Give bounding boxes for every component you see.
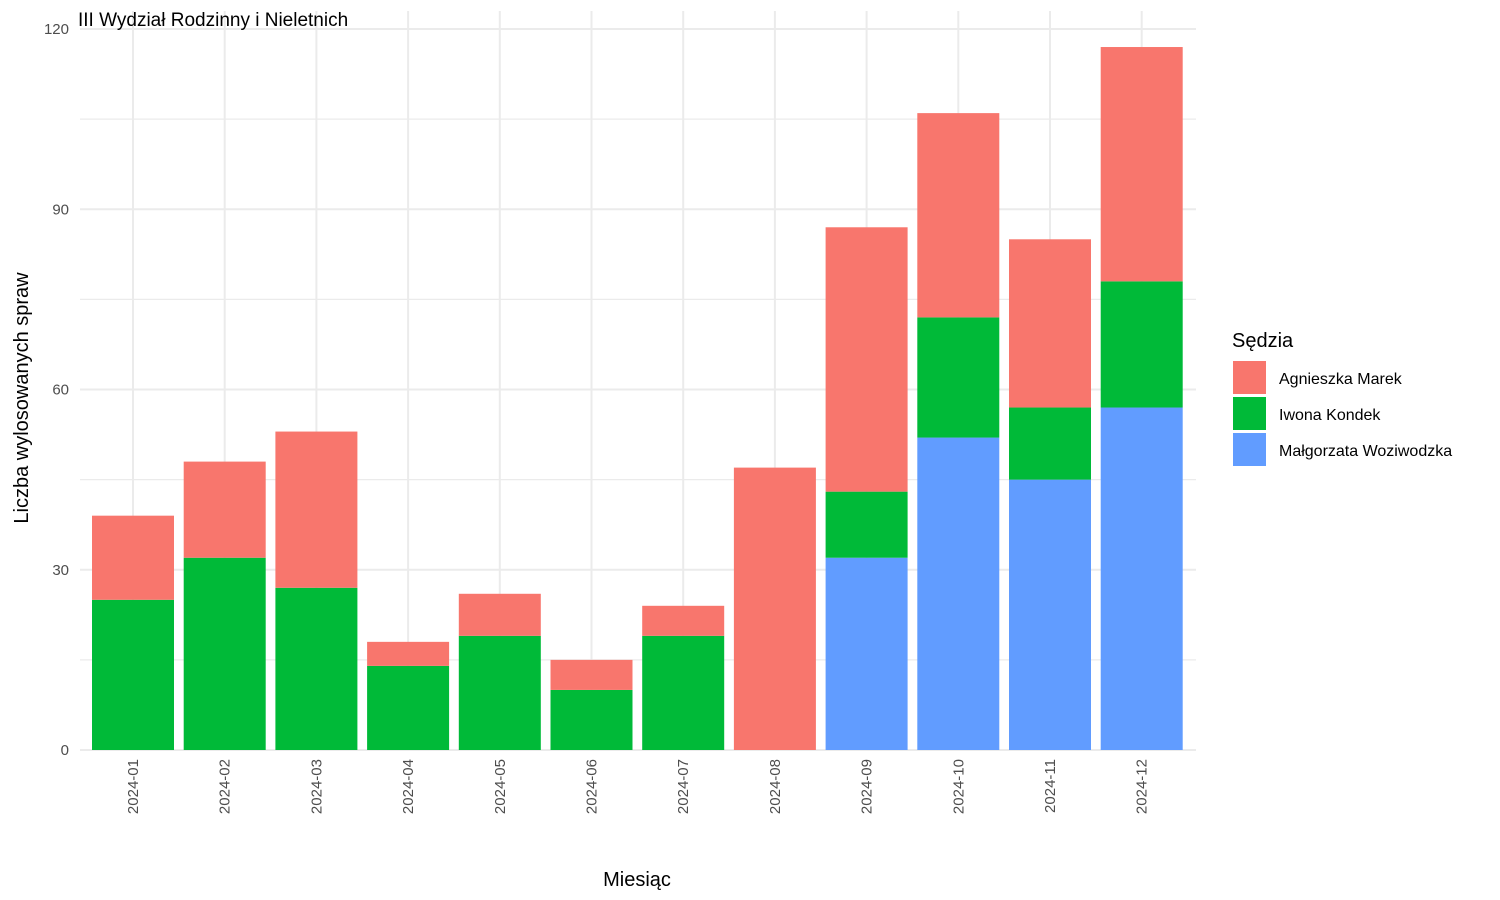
bar-segment <box>275 431 358 588</box>
x-tick-label: 2024-12 <box>1134 759 1151 814</box>
bar-segment <box>642 605 725 636</box>
bar-segment <box>92 515 174 600</box>
legend: Sędzia Agnieszka Marek Iwona Kondek Małgor… <box>1232 330 1452 466</box>
y-axis-title: Liczba wylosowanych spraw <box>11 272 33 524</box>
x-tick-label: 2024-07 <box>675 759 692 814</box>
chart-title: III Wydział Rodzinny i Nieletnich <box>78 10 348 31</box>
bar-segment <box>458 635 541 750</box>
bar-segment <box>642 635 725 750</box>
bar-segment <box>1009 407 1091 480</box>
legend-swatch <box>1233 433 1266 466</box>
legend-label: Agnieszka Marek <box>1279 371 1403 388</box>
legend-swatch <box>1233 397 1266 430</box>
bar-segment <box>825 491 908 558</box>
bar-segment <box>1100 407 1183 750</box>
bar-segment <box>1009 479 1091 750</box>
bar-segment <box>733 467 816 750</box>
y-tick-label: 30 <box>52 562 69 579</box>
x-tick-label: 2024-04 <box>400 759 417 814</box>
bar-segment <box>458 593 541 636</box>
legend-title: Sędzia <box>1232 330 1294 352</box>
bar-segment <box>825 557 908 750</box>
bar-segment <box>825 227 908 492</box>
legend-label: Małgorzata Woziwodzka <box>1279 443 1452 460</box>
y-tick-label: 0 <box>61 742 69 759</box>
legend-swatch <box>1233 361 1266 394</box>
y-axis-tick-labels: 0 30 60 90 120 <box>44 21 69 759</box>
legend-items: Agnieszka Marek Iwona Kondek Małgorzata Wo… <box>1233 361 1452 466</box>
x-tick-label: 2024-03 <box>308 759 325 814</box>
bar-segment <box>550 689 633 750</box>
bar-segment <box>367 665 450 750</box>
bar-segment <box>1100 47 1183 282</box>
bar-segment <box>367 641 450 666</box>
bar-segment <box>917 317 1000 438</box>
x-tick-label: 2024-11 <box>1042 759 1059 813</box>
bar-segment <box>183 557 266 750</box>
x-axis-tick-labels: 2024-01 2024-02 2024-03 2024-04 2024-05 2024-… <box>125 759 1151 814</box>
bars <box>92 47 1183 750</box>
bar-segment <box>917 437 1000 750</box>
x-tick-label: 2024-05 <box>492 759 509 814</box>
y-tick-label: 60 <box>52 382 69 399</box>
y-tick-label: 120 <box>44 21 69 38</box>
bar-segment <box>917 113 1000 318</box>
x-axis-title: Miesiąc <box>603 869 671 891</box>
x-tick-label: 2024-10 <box>950 759 967 814</box>
x-tick-label: 2024-09 <box>859 759 876 814</box>
bar-segment <box>183 461 266 558</box>
bar-segment <box>275 587 358 750</box>
bar-segment <box>92 599 174 750</box>
bar-segment <box>1009 239 1091 408</box>
x-tick-label: 2024-06 <box>584 759 601 814</box>
x-tick-label: 2024-02 <box>217 759 234 814</box>
y-tick-label: 90 <box>52 201 69 218</box>
bar-segment <box>1100 281 1183 408</box>
x-tick-label: 2024-08 <box>767 759 784 814</box>
legend-label: Iwona Kondek <box>1279 407 1381 424</box>
x-tick-label: 2024-01 <box>125 759 142 814</box>
bar-segment <box>550 659 633 690</box>
